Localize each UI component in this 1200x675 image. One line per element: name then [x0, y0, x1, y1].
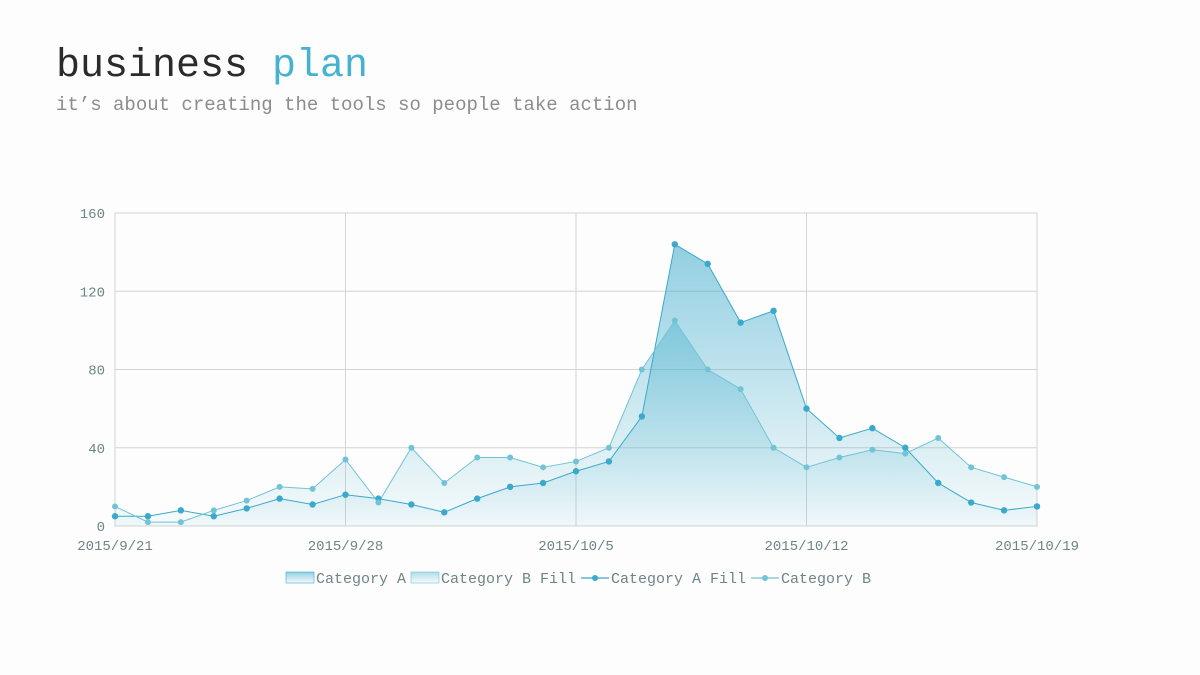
legend-swatch-dot: [592, 575, 598, 581]
point-category-a: [309, 501, 316, 508]
point-category-b: [342, 456, 349, 463]
y-tick-label: 40: [88, 442, 105, 458]
x-tick-label: 2015/10/19: [995, 539, 1079, 555]
area-category-a: [115, 244, 1037, 527]
point-category-a: [572, 468, 580, 475]
point-category-b: [704, 366, 711, 373]
point-category-a: [408, 501, 415, 508]
point-category-b: [540, 464, 547, 471]
point-category-b: [276, 483, 283, 490]
point-category-a: [474, 495, 481, 502]
point-category-a: [276, 495, 283, 502]
series-areas: [115, 244, 1037, 527]
point-category-b: [902, 450, 909, 457]
point-category-b: [605, 444, 612, 451]
point-category-b: [144, 519, 151, 526]
point-category-a: [441, 509, 448, 516]
point-category-a: [1033, 503, 1041, 510]
series-points: [111, 241, 1041, 526]
point-category-b: [935, 434, 942, 441]
x-tick-label: 2015/10/5: [538, 539, 614, 555]
point-category-b: [968, 464, 975, 471]
point-category-b: [770, 444, 777, 451]
point-category-b: [243, 497, 250, 504]
point-category-a: [902, 444, 909, 451]
point-category-a: [967, 499, 975, 506]
point-category-a: [177, 507, 185, 514]
point-category-b: [210, 507, 217, 514]
legend-swatch: [410, 571, 440, 584]
point-category-b: [573, 458, 579, 465]
point-category-b: [638, 366, 645, 373]
title-accent: plan: [272, 44, 369, 89]
point-category-b: [507, 454, 514, 461]
legend-label: Category A: [316, 571, 406, 588]
point-category-b: [474, 454, 481, 461]
point-category-a: [770, 307, 777, 315]
point-category-b: [836, 454, 843, 461]
legend-label: Category A Fill: [611, 571, 746, 588]
legend-label: Category B: [781, 571, 871, 588]
legend-label: Category B Fill: [441, 571, 576, 588]
point-category-a: [836, 434, 843, 442]
point-category-a: [803, 405, 810, 412]
point-category-a: [111, 513, 119, 520]
point-category-a: [210, 513, 217, 520]
point-category-b: [737, 386, 744, 393]
point-category-a: [671, 241, 678, 248]
axis-labels: 0 40 80 120 160 2015/9/21 2015/9/28 2015/10/5 20…: [77, 207, 1079, 555]
point-category-a: [243, 505, 250, 512]
title-main: business: [56, 44, 249, 89]
point-category-a: [342, 491, 349, 498]
page-subtitle: it’s about creating the tools so people …: [56, 94, 638, 116]
x-tick-label: 2015/9/28: [308, 539, 384, 555]
y-tick-label: 160: [80, 207, 105, 223]
point-category-b: [309, 485, 316, 492]
point-category-a: [506, 483, 514, 491]
point-category-b: [375, 499, 382, 506]
legend-swatch-dot: [762, 575, 768, 581]
y-tick-label: 0: [97, 520, 105, 536]
point-category-a: [704, 260, 711, 268]
point-category-a: [144, 513, 152, 520]
point-category-a: [605, 458, 613, 465]
point-category-a: [539, 479, 547, 487]
point-category-a: [935, 479, 942, 487]
page-title: business plan: [56, 44, 368, 89]
point-category-b: [1001, 474, 1008, 481]
point-category-b: [1034, 483, 1040, 490]
point-category-b: [869, 446, 876, 453]
legend: Category A Category B Fill Category A Fill…: [285, 571, 871, 588]
legend-swatch: [285, 571, 315, 584]
point-category-a: [638, 413, 646, 420]
x-tick-label: 2015/9/21: [77, 539, 153, 555]
point-category-b: [408, 444, 415, 451]
point-category-b: [441, 479, 448, 486]
point-category-b: [177, 519, 184, 526]
x-tick-label: 2015/10/12: [764, 539, 848, 555]
point-category-b: [803, 464, 810, 471]
y-tick-label: 80: [88, 364, 105, 380]
point-category-b: [671, 317, 678, 324]
point-category-a: [737, 319, 744, 326]
point-category-a: [869, 424, 876, 432]
y-tick-label: 120: [80, 285, 105, 301]
point-category-a: [1000, 507, 1008, 514]
point-category-b: [112, 503, 118, 510]
